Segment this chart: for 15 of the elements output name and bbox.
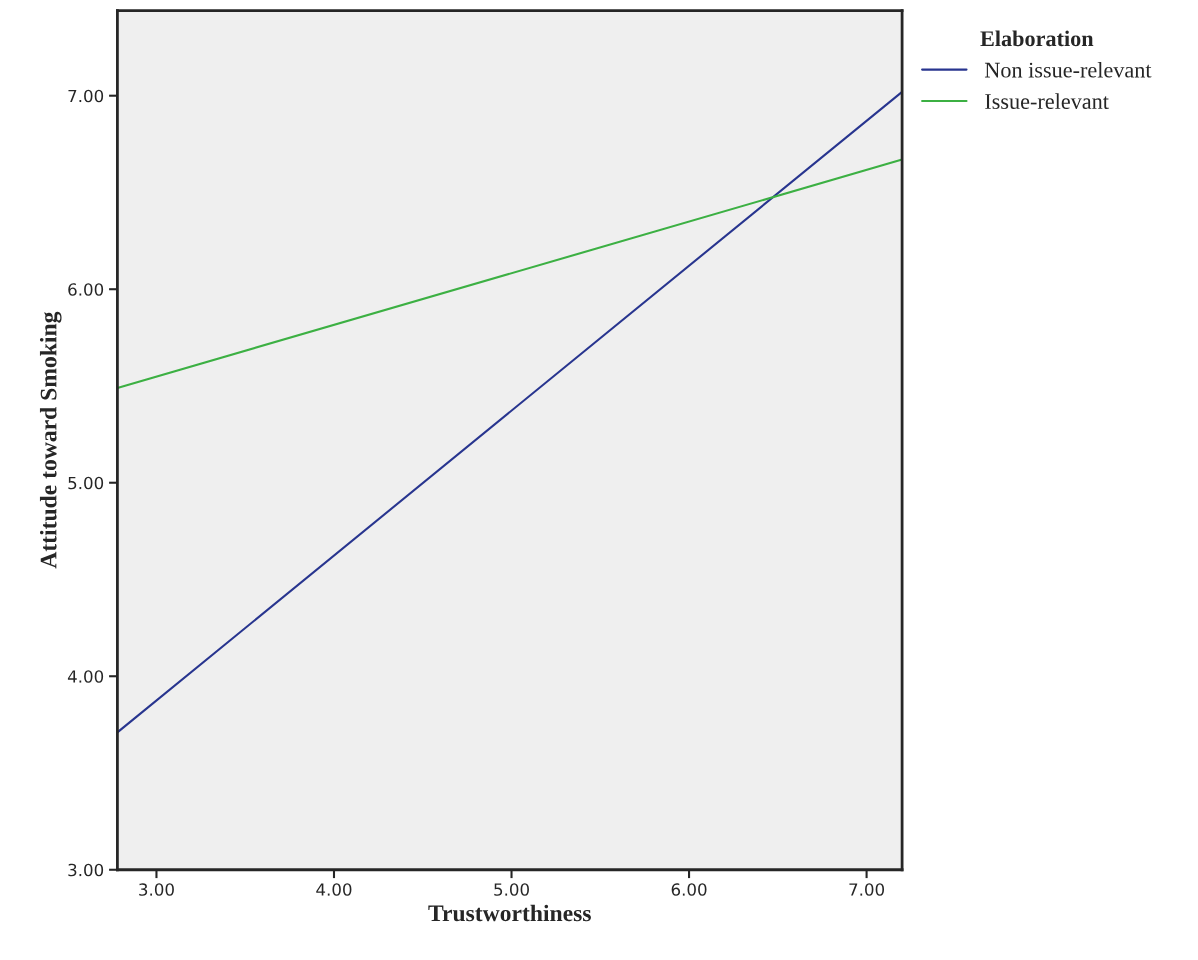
x-tick-label: 5.00 — [494, 883, 529, 896]
y-tick-label: 7.00 — [68, 89, 104, 103]
x-tick-label: 4.00 — [316, 883, 352, 896]
y-tick-label: 3.00 — [68, 863, 104, 877]
x-tick-label: 3.00 — [139, 883, 174, 896]
legend-title: Elaboration — [980, 30, 1094, 47]
x-tick-label: 7.00 — [849, 883, 885, 896]
x-tick-label: 6.00 — [671, 883, 707, 896]
y-tick-label: 5.00 — [68, 476, 104, 490]
y-axis-title: Attitude toward Smoking — [39, 311, 62, 569]
legend-label: Non issue-relevant — [984, 61, 1152, 78]
legend-label: Issue-relevant — [985, 93, 1109, 109]
y-tick-label: 4.00 — [67, 670, 104, 683]
x-axis-title: Trustworthiness — [428, 904, 591, 922]
y-tick-label: 6.00 — [68, 283, 104, 296]
